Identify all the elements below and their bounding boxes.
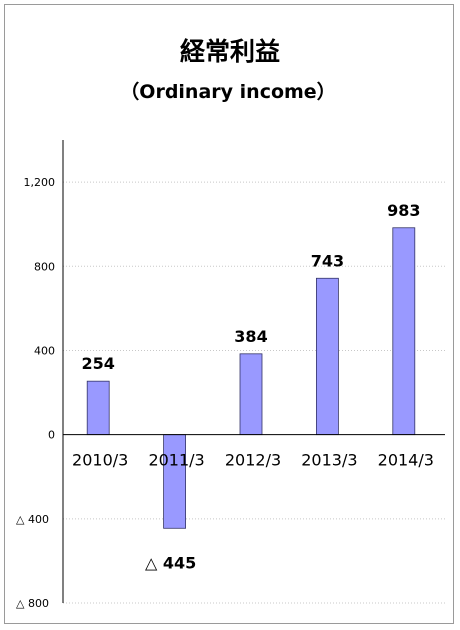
y-tick-label: △ 400 (16, 513, 49, 526)
category-label: 2011/3 (148, 451, 204, 470)
plot-area: 1,200 800 400 0 △ 400 △ 800 254 2010/3 △ 445 2011… (16, 140, 445, 610)
bar (86, 380, 110, 436)
y-tick-label: 1,200 (24, 176, 56, 189)
bar (315, 277, 339, 436)
category-label: 2014/3 (378, 451, 434, 470)
data-label: 743 (311, 251, 344, 270)
data-label: △ 445 (145, 553, 196, 572)
y-tick-label: 400 (34, 344, 55, 357)
y-tick-label: 0 (48, 429, 55, 442)
category-label: 2010/3 (72, 451, 128, 470)
category-label: 2013/3 (301, 451, 357, 470)
y-tick-label: △ 800 (16, 597, 49, 610)
data-label: 983 (387, 201, 420, 220)
y-tick-label: 800 (34, 260, 55, 273)
bar (163, 434, 187, 529)
chart-frame (4, 4, 454, 624)
chart-title: 経常利益 (180, 37, 280, 66)
chart-subtitle: （Ordinary income） (120, 80, 335, 103)
category-label: 2012/3 (225, 451, 281, 470)
bar (392, 227, 416, 436)
bar (239, 353, 263, 436)
data-label: 384 (234, 327, 267, 346)
data-label: 254 (81, 354, 114, 373)
